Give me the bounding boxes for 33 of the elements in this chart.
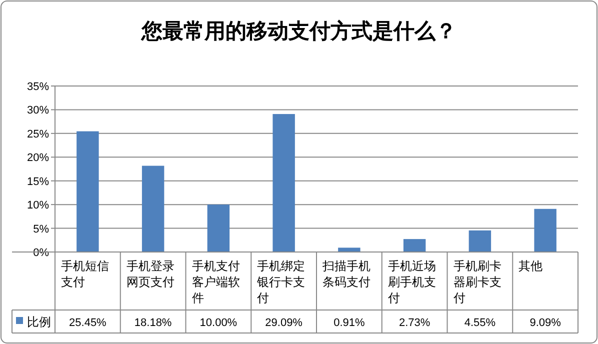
data-label: 2.73%	[398, 317, 430, 329]
data-label: 9.09%	[530, 317, 562, 329]
data-label: 29.09%	[265, 317, 303, 329]
y-tick-label: 35%	[26, 81, 50, 93]
x-tick-label: 其他	[518, 259, 543, 273]
x-tick-label: 手机支付客户端软件	[192, 259, 240, 305]
data-label: 25.45%	[69, 317, 107, 329]
x-tick-label: 手机近场刷手机支付	[386, 259, 436, 305]
data-label: 10.00%	[200, 317, 238, 329]
bar	[338, 248, 360, 252]
bar	[534, 208, 556, 252]
y-tick-label: 25%	[26, 128, 50, 140]
x-tick-label: 手机刷卡器刷卡支付	[452, 259, 502, 305]
bar	[272, 114, 295, 252]
x-tick-label: 扫描手机条码支付	[322, 259, 370, 289]
y-tick-label: 5%	[33, 223, 50, 236]
x-tick-label: 手机登录网页支付	[126, 259, 174, 289]
bar	[76, 131, 99, 252]
data-label: 0.91%	[334, 317, 365, 329]
bar	[142, 166, 164, 252]
x-tick-label: 手机绑定银行卡支付	[256, 259, 306, 305]
y-tick-label: 10%	[26, 200, 50, 212]
y-tick-label: 20%	[26, 152, 50, 164]
data-label: 18.18%	[134, 317, 172, 329]
x-tick-label: 手机短信支付	[61, 259, 109, 289]
bar	[207, 204, 230, 252]
y-tick-label: 15%	[26, 176, 50, 188]
data-label: 4.55%	[464, 317, 496, 329]
bar	[403, 239, 426, 252]
bar	[468, 230, 492, 252]
chart-title: 您最常用的移动支付方式是什么？	[140, 18, 456, 43]
y-tick-label: 30%	[26, 104, 50, 117]
legend-label: 比例	[27, 315, 51, 329]
